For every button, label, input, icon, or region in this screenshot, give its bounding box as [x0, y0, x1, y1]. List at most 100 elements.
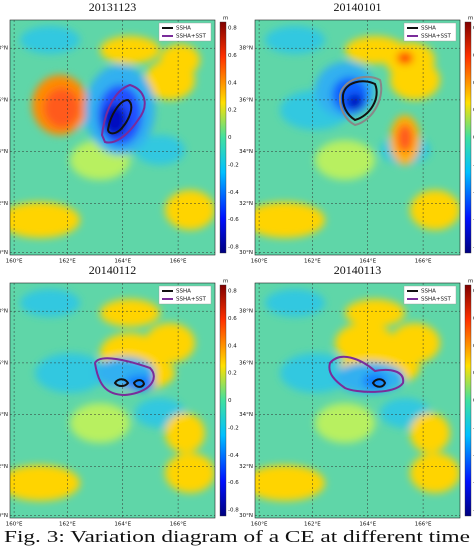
- colorbar-scale: [464, 284, 472, 517]
- legend-label: SSHA: [176, 26, 191, 32]
- caption: Fig. 3: Variation diagram of a CE at dif…: [4, 527, 470, 546]
- field-blob: [100, 36, 160, 64]
- colorbar-unit: m: [223, 16, 228, 22]
- eddy-contour: [106, 98, 133, 135]
- lat-label: 32°N: [0, 464, 8, 470]
- field-blob: [160, 44, 200, 76]
- lat-label: 38°N: [0, 46, 8, 52]
- colorbar-tick-label: 0: [228, 398, 232, 404]
- panel-title: 20140101: [334, 0, 382, 14]
- field-blob: [125, 375, 155, 391]
- lat-label: 34°N: [0, 149, 8, 155]
- map-panel: SSHA SSHA+SST 38°N 36°N 34°N 32°N 30°N 160°E 162…: [239, 279, 474, 528]
- lon-label: 160°E: [251, 259, 268, 265]
- lat-label: 36°N: [0, 360, 8, 366]
- field-blob: [315, 140, 375, 180]
- field-blob: [255, 202, 325, 238]
- legend: SSHA SSHA+SST: [158, 285, 212, 305]
- colorbar-unit: m: [468, 279, 473, 285]
- colorbar: m0.80.60.40.20-0.2-0.4-0.6-0.8: [219, 279, 239, 517]
- field-blob: [315, 403, 375, 443]
- lon-label: 166°E: [415, 259, 432, 265]
- field-blob: [10, 465, 80, 501]
- field-blob: [397, 124, 413, 152]
- field-blob: [397, 52, 413, 64]
- lat-label: 38°N: [239, 46, 253, 52]
- lon-label: 164°E: [359, 522, 376, 528]
- colorbar: m0.80.60.40.20-0.2-0.4-0.6-0.8: [464, 16, 474, 254]
- colorbar-tick-label: 0.2: [228, 108, 237, 114]
- lon-label: 164°E: [114, 522, 131, 528]
- lon-label: 160°E: [6, 522, 23, 528]
- colorbar-tick-label: 0.6: [228, 316, 237, 322]
- colorbar-tick-label: 0.4: [228, 80, 237, 86]
- colorbar-tick-label: -0.2: [228, 425, 239, 431]
- lon-label: 164°E: [359, 259, 376, 265]
- lon-label: 166°E: [170, 259, 187, 265]
- field-blob: [165, 190, 215, 230]
- lon-label: 166°E: [415, 522, 432, 528]
- field-blob: [20, 26, 80, 54]
- lat-label: 38°N: [0, 309, 8, 315]
- legend-label: SSHA+SST: [176, 34, 206, 40]
- colorbar-tick-label: 0.4: [228, 343, 237, 349]
- legend: SSHA SSHA+SST: [158, 22, 212, 42]
- lat-label: 32°N: [239, 464, 253, 470]
- field-blob: [10, 202, 80, 238]
- map-frame: [9, 19, 216, 256]
- colorbar-tick-label: -0.8: [228, 508, 239, 514]
- legend-label: SSHA: [176, 289, 191, 295]
- field-blob: [165, 413, 205, 453]
- panel-title: 20131123: [89, 0, 137, 14]
- colorbar-tick-label: -0.6: [228, 217, 239, 223]
- lon-label: 162°E: [59, 522, 76, 528]
- field-blob: [35, 353, 105, 393]
- map-field: [10, 20, 215, 255]
- colorbar-tick-label: -0.4: [228, 453, 239, 459]
- eddy-contour: [341, 80, 378, 122]
- colorbar-tick-label: -0.8: [228, 245, 239, 251]
- colorbar-scale: [464, 21, 472, 254]
- field-blob: [135, 135, 185, 165]
- colorbar-unit: m: [223, 279, 228, 285]
- eddy-contour: [371, 378, 387, 388]
- eddy-contour: [93, 357, 155, 397]
- field-blobs: [255, 289, 460, 501]
- field-blob: [255, 465, 325, 501]
- map-field: [10, 283, 215, 518]
- lat-label: 36°N: [239, 360, 253, 366]
- eddy-contour: [100, 83, 146, 144]
- lat-label: 30°N: [0, 250, 8, 256]
- field-blob: [410, 453, 460, 493]
- field-blob: [265, 289, 325, 317]
- colorbar-scale: [219, 284, 227, 517]
- lon-label: 162°E: [304, 522, 321, 528]
- lat-label: 36°N: [239, 97, 253, 103]
- lon-label: 166°E: [170, 522, 187, 528]
- field-blob: [70, 403, 130, 443]
- field-blob: [410, 190, 460, 230]
- colorbar-unit: m: [468, 16, 473, 22]
- lat-label: 36°N: [0, 97, 8, 103]
- colorbar-tick-label: -0.4: [228, 190, 239, 196]
- legend-label: SSHA: [421, 26, 436, 32]
- lat-label: 30°N: [239, 513, 253, 519]
- eddy-contour: [113, 378, 146, 388]
- colorbar-tick-label: -0.6: [228, 480, 239, 486]
- lon-label: 162°E: [304, 259, 321, 265]
- map-panel: SSHA SSHA+SST 38°N 36°N 34°N 32°N 30°N 160°E 162…: [239, 16, 474, 265]
- lon-label: 164°E: [114, 259, 131, 265]
- map-frame: [254, 282, 461, 519]
- legend: SSHA SSHA+SST: [403, 285, 457, 305]
- field-blob: [100, 299, 160, 327]
- lat-label: 32°N: [239, 201, 253, 207]
- map-frame: [254, 19, 461, 256]
- legend-label: SSHA+SST: [421, 297, 451, 303]
- colorbar-tick-label: 0.6: [228, 53, 237, 59]
- colorbar-tick-label: 0: [228, 135, 232, 141]
- lon-label: 160°E: [251, 522, 268, 528]
- lon-label: 160°E: [6, 259, 23, 265]
- colorbar-tick-label: -0.2: [228, 162, 239, 168]
- map-frame: [9, 282, 216, 519]
